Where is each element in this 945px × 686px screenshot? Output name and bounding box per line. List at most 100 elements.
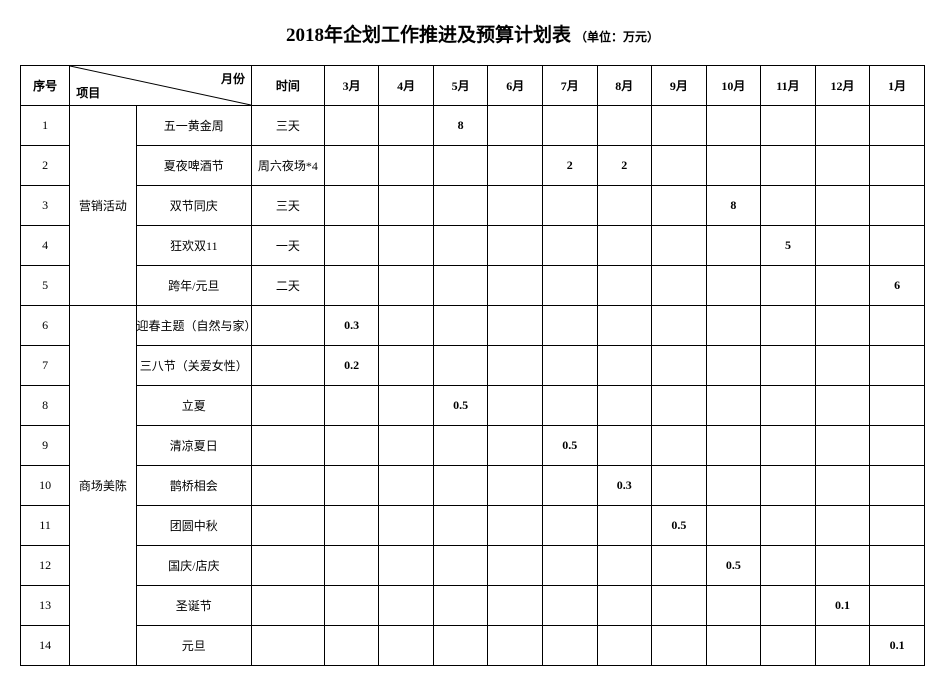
- cell-value: [488, 506, 543, 546]
- header-month: 10月: [706, 66, 761, 106]
- cell-value: [706, 626, 761, 666]
- cell-project: 双节同庆: [136, 186, 252, 226]
- table-row: 13 圣诞节 0.1: [21, 586, 925, 626]
- cell-value: [324, 426, 379, 466]
- table-row: 1 营销活动 五一黄金周 三天 8: [21, 106, 925, 146]
- header-month: 11月: [761, 66, 816, 106]
- cell-value: [542, 466, 597, 506]
- table-body: 1 营销活动 五一黄金周 三天 8 2 夏夜啤酒节 周六夜场*4 2: [21, 106, 925, 666]
- cell-value: [652, 186, 707, 226]
- cell-time: [252, 306, 325, 346]
- cell-value: [542, 106, 597, 146]
- cell-time: 一天: [252, 226, 325, 266]
- title-main: 2018年企划工作推进及预算计划表: [286, 25, 571, 46]
- cell-value: [433, 306, 488, 346]
- cell-value: [379, 466, 434, 506]
- cell-time: [252, 466, 325, 506]
- cell-value: [488, 266, 543, 306]
- cell-value: [379, 346, 434, 386]
- header-month: 12月: [815, 66, 870, 106]
- cell-seq: 11: [21, 506, 70, 546]
- cell-value: 0.1: [870, 626, 925, 666]
- cell-value: [706, 346, 761, 386]
- cell-value: [379, 426, 434, 466]
- cell-value: [652, 586, 707, 626]
- cell-value: [870, 466, 925, 506]
- table-row: 14 元旦 0.1: [21, 626, 925, 666]
- cell-value: [324, 146, 379, 186]
- cell-seq: 9: [21, 426, 70, 466]
- cell-value: [488, 586, 543, 626]
- cell-value: [870, 226, 925, 266]
- cell-value: [324, 586, 379, 626]
- cell-time: 三天: [252, 186, 325, 226]
- cell-value: [542, 386, 597, 426]
- cell-value: [597, 586, 652, 626]
- cell-value: [488, 346, 543, 386]
- cell-value: [433, 346, 488, 386]
- cell-value: [815, 306, 870, 346]
- cell-value: 0.2: [324, 346, 379, 386]
- cell-value: [488, 466, 543, 506]
- cell-value: [433, 426, 488, 466]
- cell-value: [815, 346, 870, 386]
- cell-project: 狂欢双11: [136, 226, 252, 266]
- cell-value: [433, 186, 488, 226]
- cell-value: [652, 626, 707, 666]
- cell-value: [488, 306, 543, 346]
- cell-seq: 12: [21, 546, 70, 586]
- cell-value: [324, 626, 379, 666]
- cell-value: 5: [761, 226, 816, 266]
- cell-value: [815, 466, 870, 506]
- cell-seq: 10: [21, 466, 70, 506]
- cell-value: [488, 186, 543, 226]
- cell-value: [542, 346, 597, 386]
- cell-value: [433, 146, 488, 186]
- cell-value: [815, 106, 870, 146]
- cell-value: [652, 466, 707, 506]
- cell-value: [815, 386, 870, 426]
- cell-value: [706, 106, 761, 146]
- table-row: 7 三八节（关爱女性） 0.2: [21, 346, 925, 386]
- cell-value: [870, 186, 925, 226]
- cell-value: [324, 106, 379, 146]
- cell-value: [652, 346, 707, 386]
- cell-project: 迎春主题（自然与家）: [136, 306, 252, 346]
- table-row: 12 国庆/店庆 0.5: [21, 546, 925, 586]
- cell-value: [542, 506, 597, 546]
- cell-value: [488, 546, 543, 586]
- cell-value: [870, 346, 925, 386]
- header-month: 5月: [433, 66, 488, 106]
- cell-value: 8: [706, 186, 761, 226]
- cell-value: [706, 146, 761, 186]
- header-month: 8月: [597, 66, 652, 106]
- cell-category: 营销活动: [70, 106, 136, 306]
- cell-time: [252, 626, 325, 666]
- cell-value: [597, 426, 652, 466]
- table-row: 4 狂欢双11 一天 5: [21, 226, 925, 266]
- cell-value: [379, 226, 434, 266]
- cell-value: [706, 426, 761, 466]
- cell-value: [815, 226, 870, 266]
- cell-value: [706, 506, 761, 546]
- cell-value: [870, 146, 925, 186]
- cell-value: [597, 386, 652, 426]
- cell-value: [379, 546, 434, 586]
- cell-value: [379, 106, 434, 146]
- cell-value: [433, 626, 488, 666]
- header-month: 4月: [379, 66, 434, 106]
- cell-value: [870, 386, 925, 426]
- cell-value: [815, 146, 870, 186]
- cell-project: 圣诞节: [136, 586, 252, 626]
- cell-value: [597, 306, 652, 346]
- cell-category: 商场美陈: [70, 306, 136, 666]
- cell-time: [252, 386, 325, 426]
- cell-value: 0.5: [433, 386, 488, 426]
- cell-project: 团圆中秋: [136, 506, 252, 546]
- cell-value: [652, 546, 707, 586]
- cell-value: [433, 266, 488, 306]
- table-row: 3 双节同庆 三天 8: [21, 186, 925, 226]
- cell-seq: 5: [21, 266, 70, 306]
- cell-value: [433, 466, 488, 506]
- cell-value: [761, 146, 816, 186]
